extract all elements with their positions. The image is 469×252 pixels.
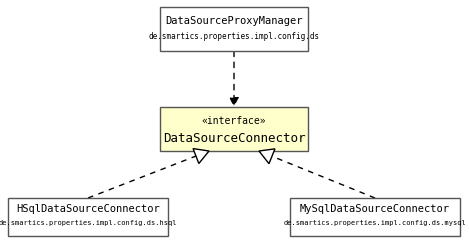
Bar [8, 198, 168, 236]
Polygon shape [193, 149, 209, 164]
Text: de.smartics.properties.impl.config.ds: de.smartics.properties.impl.config.ds [148, 32, 319, 41]
Bar [290, 198, 460, 236]
Text: de.smartics.properties.impl.config.ds.hsql: de.smartics.properties.impl.config.ds.hs… [0, 219, 177, 225]
Text: DataSourceProxyManager: DataSourceProxyManager [165, 16, 303, 26]
Text: DataSourceConnector: DataSourceConnector [163, 132, 305, 144]
Bar [160, 108, 308, 151]
Text: «interface»: «interface» [202, 115, 266, 125]
Polygon shape [259, 149, 275, 164]
Text: HSqlDataSourceConnector: HSqlDataSourceConnector [16, 203, 160, 213]
Text: de.smartics.properties.impl.config.ds.mysql: de.smartics.properties.impl.config.ds.my… [284, 219, 466, 225]
Text: MySqlDataSourceConnector: MySqlDataSourceConnector [300, 203, 450, 213]
Bar [160, 8, 308, 52]
